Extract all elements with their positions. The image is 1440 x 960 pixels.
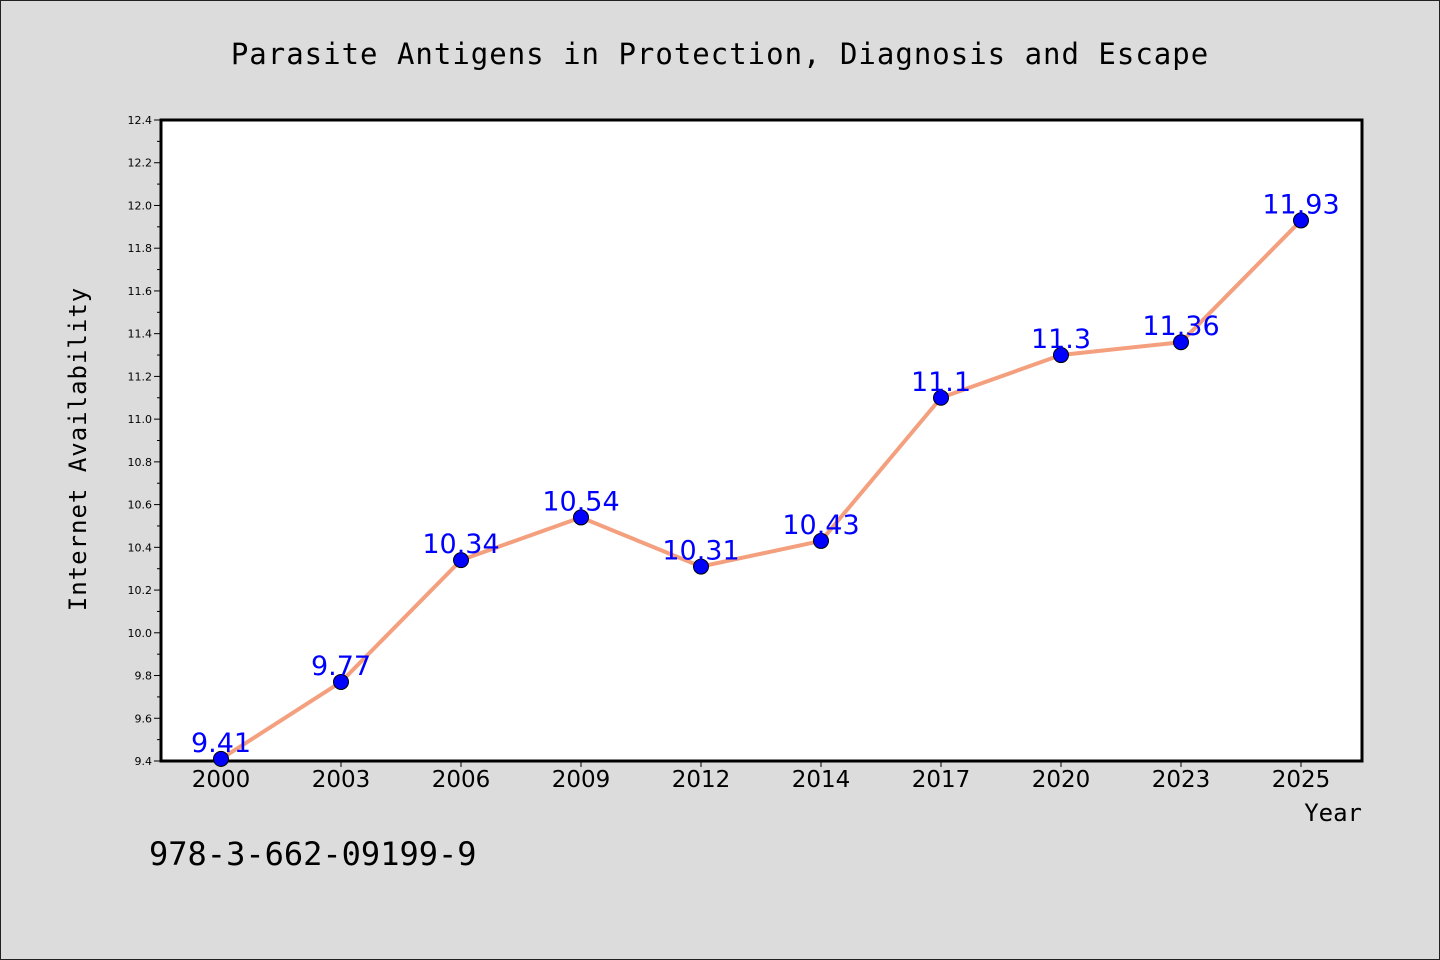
data-point (333, 673, 349, 690)
data-labels: 9.41 9.77 10.34 10.54 10.31 10.43 11.1 11.3 11.3… (191, 189, 1340, 758)
data-label: 10.43 (782, 510, 859, 541)
data-label: 9.77 (311, 651, 371, 682)
data-label: 11.93 (1262, 189, 1339, 220)
data-label: 11.1 (911, 367, 971, 398)
x-tick-label: 2014 (792, 767, 851, 793)
data-point (213, 750, 229, 767)
data-point (933, 389, 949, 406)
data-label: 10.34 (422, 529, 499, 560)
data-point (1053, 347, 1069, 364)
y-axis: 9.4 9.6 9.8 10.0 10.2 10.4 10.6 10.8 11.0 11.2 11.… (128, 114, 161, 768)
x-tick-label: 2006 (432, 767, 491, 793)
x-tick-label: 2025 (1272, 767, 1331, 793)
data-point (573, 509, 589, 526)
x-tick-label: 2023 (1152, 767, 1211, 793)
y-tick-label: 9.8 (135, 670, 153, 683)
y-tick-label: 11.2 (128, 370, 153, 383)
data-label: 11.36 (1142, 311, 1219, 342)
x-tick-label: 2017 (912, 767, 971, 793)
data-point (813, 532, 829, 549)
data-label: 11.3 (1031, 324, 1091, 355)
y-tick-label: 10.0 (128, 627, 153, 640)
y-tick-label: 10.4 (128, 541, 153, 554)
data-label: 10.31 (662, 536, 739, 567)
plot-area (159, 118, 1364, 763)
y-tick-label: 9.4 (135, 755, 153, 768)
data-point (1293, 212, 1309, 229)
x-tick-label: 2020 (1032, 767, 1091, 793)
y-tick-label: 11.0 (128, 413, 153, 426)
y-tick-label: 10.8 (128, 456, 153, 469)
x-tick-label: 2009 (552, 767, 611, 793)
data-point (1173, 334, 1189, 351)
y-tick-label: 12.4 (128, 114, 153, 127)
y-tick-label: 11.6 (128, 285, 153, 298)
data-markers (213, 212, 1309, 767)
x-axis-label: Year (1304, 799, 1362, 827)
data-point (693, 558, 709, 575)
y-tick-label: 9.6 (135, 712, 153, 725)
x-tick-label: 2012 (672, 767, 731, 793)
data-point (453, 552, 469, 569)
y-tick-label: 11.8 (128, 242, 153, 255)
y-tick-label: 10.2 (128, 584, 153, 597)
y-tick-label: 12.2 (128, 157, 153, 170)
y-axis-label: Internet Availability (64, 287, 92, 611)
series-line (219, 218, 1303, 761)
y-tick-label: 11.4 (128, 328, 153, 341)
x-tick-label: 2000 (192, 767, 251, 793)
data-label: 9.41 (191, 728, 251, 759)
y-tick-label: 12.0 (128, 199, 153, 212)
data-label: 10.54 (542, 486, 619, 517)
isbn-text: 978-3-662-09199-9 (149, 835, 477, 873)
y-tick-label: 10.6 (128, 499, 153, 512)
x-tick-label: 2003 (312, 767, 371, 793)
chart-title: Parasite Antigens in Protection, Diagnos… (231, 37, 1209, 71)
x-axis: 2000 2003 2006 2009 2012 2014 2017 2020 2023 2025 (192, 761, 1331, 793)
